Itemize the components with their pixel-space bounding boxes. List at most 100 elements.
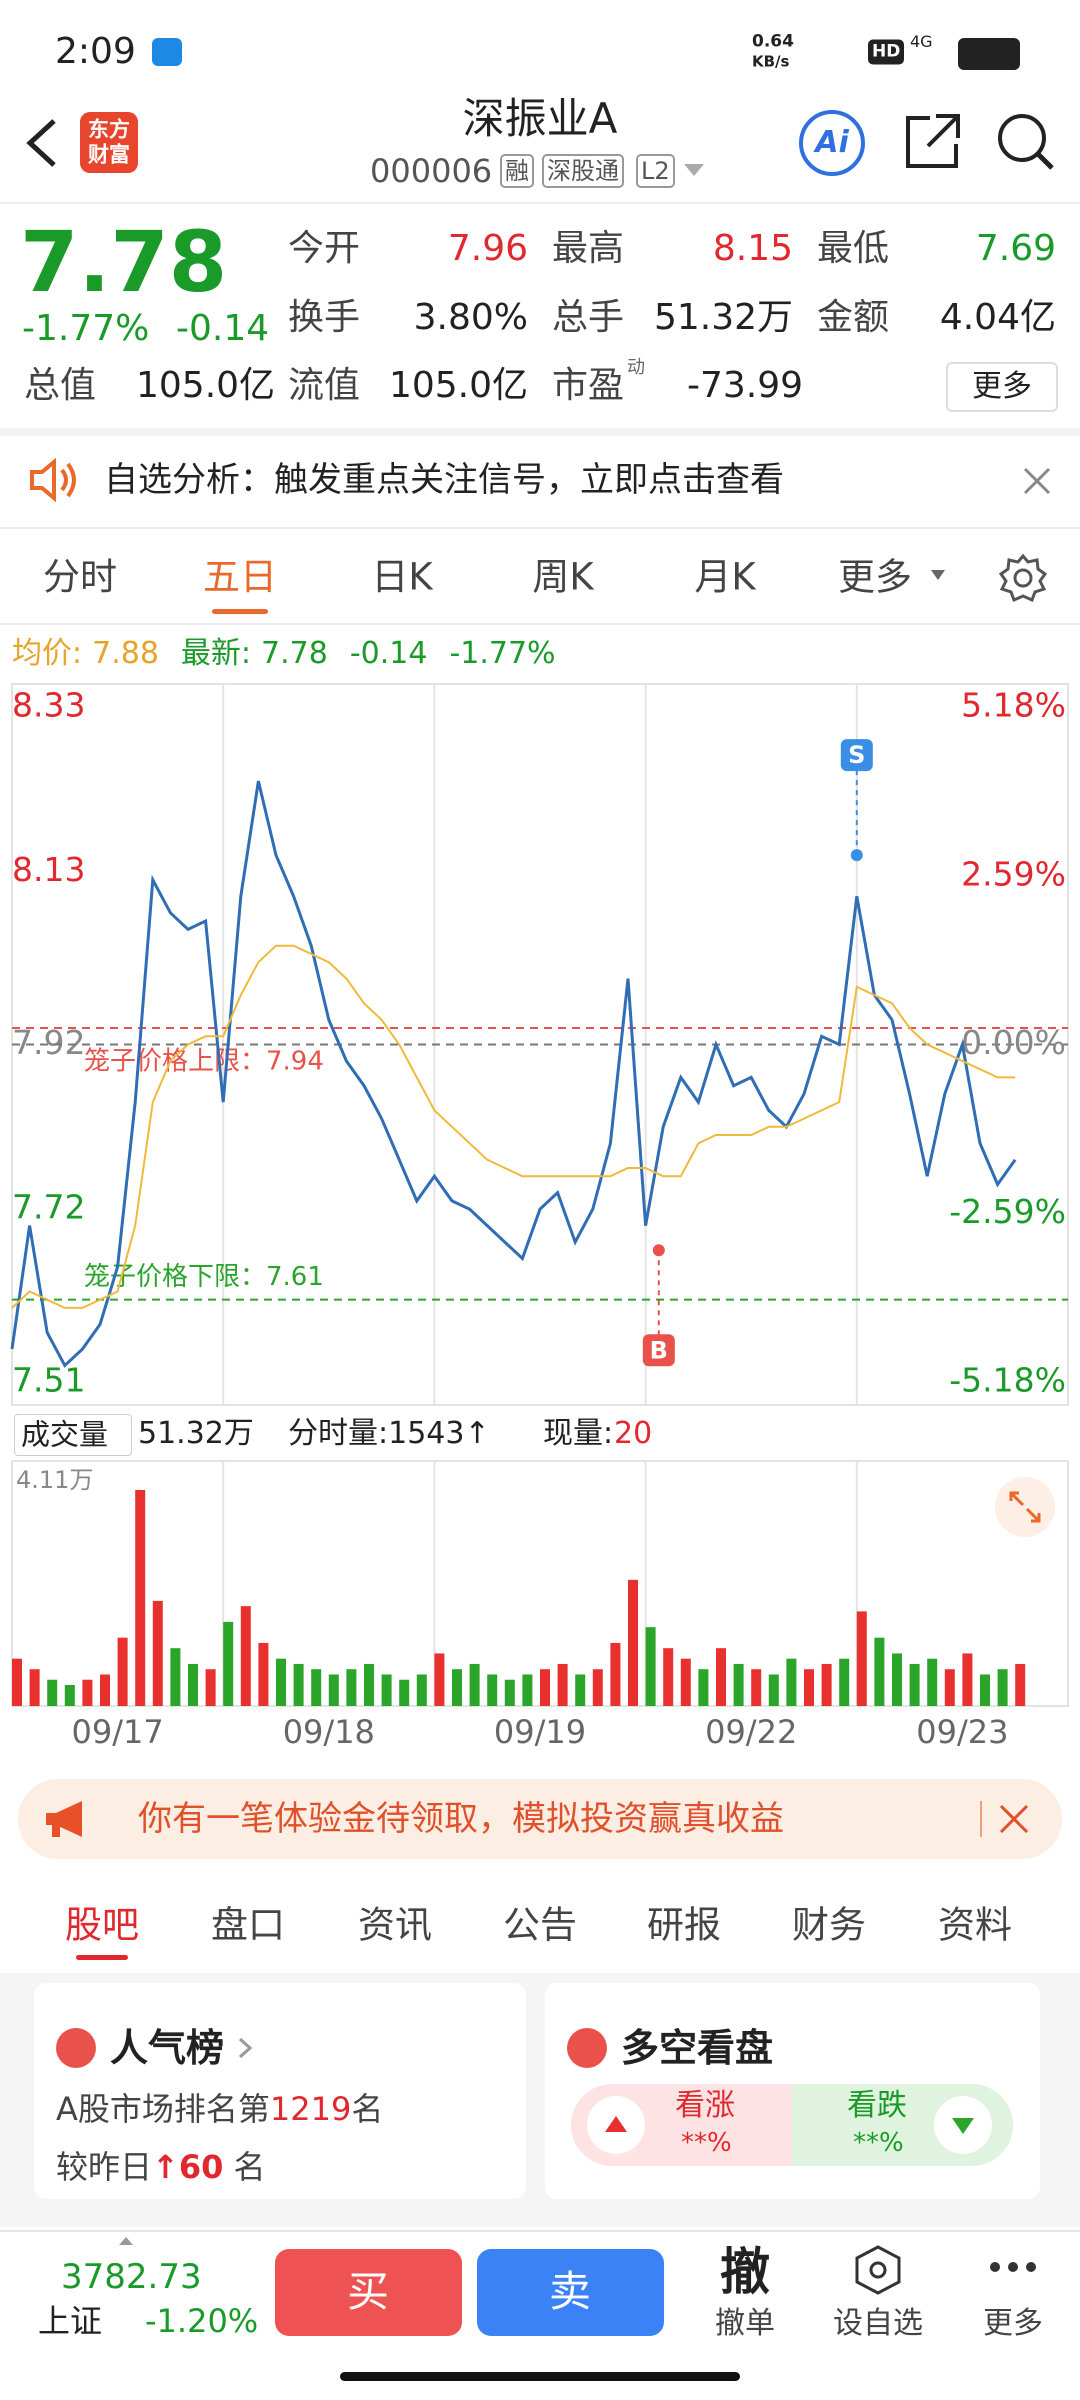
battery <box>958 38 1020 70</box>
ai-button[interactable]: Ai <box>799 110 865 176</box>
search-button[interactable] <box>994 110 1058 174</box>
average-line <box>11 944 1016 1309</box>
notice-text[interactable]: 自选分析：触发重点关注信号，立即点击查看 <box>104 460 784 500</box>
watch-text[interactable]: 设自选 <box>833 2306 923 2341</box>
cancel-icon[interactable]: 撤 <box>720 2243 770 2301</box>
volume-bar <box>610 1642 621 1706</box>
tab-underline <box>212 609 268 614</box>
chevron <box>238 2037 252 2059</box>
volume-bar <box>188 1663 198 1706</box>
back-button[interactable] <box>20 115 64 171</box>
price: 7.78 <box>20 213 228 311</box>
tab-active[interactable]: 五日 <box>203 555 277 599</box>
vs-card[interactable]: 多空看盘 看涨 **% 看跌 **% <box>545 1983 1040 2199</box>
rank-title: 人气榜 <box>110 2026 225 2070</box>
net-unit: KB/s <box>752 52 790 71</box>
divider <box>0 202 1080 204</box>
volume-bar <box>575 1674 586 1706</box>
y-tick-label: 8.33 <box>12 686 85 725</box>
section-tab[interactable]: 资讯 <box>358 1903 432 1947</box>
rank-card[interactable]: 人气榜 A股市场排名第1219名 较昨日↑60 名 <box>34 1983 526 2199</box>
up-button <box>587 2096 645 2154</box>
cancel-text[interactable]: 撤单 <box>715 2306 775 2341</box>
field-label: 总手 <box>552 297 625 338</box>
section-tab[interactable]: 资料 <box>938 1903 1012 1947</box>
section-tab[interactable]: 盘口 <box>211 1903 285 1947</box>
cage-label: 笼子价格下限：7.61 <box>84 1262 324 1292</box>
x-tick-label: 09/18 <box>283 1713 375 1751</box>
volume-bar <box>223 1621 234 1706</box>
speaker-icon <box>30 458 76 502</box>
y2-tick-label: 5.18% <box>961 686 1066 725</box>
section-tab-active[interactable]: 股吧 <box>65 1903 139 1947</box>
field-value: 7.96 <box>447 228 528 269</box>
share-button[interactable] <box>900 110 964 174</box>
info-line: 均价: 7.88 最新: 7.78 -0.14 -1.77% <box>12 639 556 669</box>
volume-bar <box>540 1669 550 1706</box>
volume-bar <box>522 1674 533 1706</box>
volume-bar <box>839 1658 850 1706</box>
field-label: 今开 <box>288 228 361 269</box>
more-icon[interactable] <box>988 2260 1038 2274</box>
vs-title: 多空看盘 <box>621 2026 774 2070</box>
avg-value: 7.88 <box>92 636 159 671</box>
down-button <box>934 2096 992 2154</box>
volume-bar <box>786 1658 797 1706</box>
tick-volume: 分时量:1543↑ <box>288 1416 490 1451</box>
trade-marker <box>652 1244 665 1257</box>
tab[interactable]: 更多 <box>838 555 912 599</box>
volume-bar <box>170 1648 181 1706</box>
volume-bar <box>100 1674 110 1706</box>
text: 名 <box>351 2090 384 2128</box>
section-tab[interactable]: 研报 <box>647 1903 721 1947</box>
volume-max-label: 4.11万 <box>16 1466 93 1494</box>
logo-text: 东方 <box>88 117 130 142</box>
volume-bar <box>856 1611 867 1706</box>
field-value: 8.15 <box>712 228 793 269</box>
change-pct: -1.77% <box>22 308 150 349</box>
sell-button[interactable]: 卖 <box>477 2249 664 2336</box>
volume-bar <box>997 1669 1008 1706</box>
buy-button[interactable]: 买 <box>275 2249 462 2336</box>
more-text[interactable]: 更多 <box>983 2306 1043 2341</box>
section-tab[interactable]: 公告 <box>503 1903 577 1947</box>
tab[interactable]: 周K <box>532 555 594 599</box>
volume-label: 成交量 <box>21 1417 109 1452</box>
field-label: 最低 <box>817 228 890 269</box>
volume-bar <box>557 1663 568 1706</box>
volume-bar <box>12 1658 22 1706</box>
promo-text: 你有一笔体验金待领取，模拟投资赢真收益 <box>138 1799 784 1839</box>
volume-bar <box>240 1606 251 1706</box>
tab[interactable]: 分时 <box>43 555 117 599</box>
tab[interactable]: 月K <box>694 555 756 599</box>
marker-badge <box>642 1334 675 1367</box>
volume-bar <box>64 1684 75 1706</box>
ai-text: Ai <box>815 125 849 160</box>
watch-icon[interactable] <box>853 2244 903 2296</box>
more-button[interactable]: 更多 <box>946 362 1058 412</box>
tab[interactable]: 日K <box>371 555 433 599</box>
y2-tick-label: 0.00% <box>961 1023 1066 1062</box>
change: -0.14 <box>176 308 270 349</box>
field-value: 3.80% <box>413 297 528 338</box>
settings-button[interactable] <box>998 553 1048 603</box>
expand-button[interactable] <box>995 1477 1055 1537</box>
close-button[interactable] <box>998 1803 1030 1835</box>
divider <box>0 527 1080 529</box>
volume-bar <box>117 1637 128 1706</box>
close-button[interactable] <box>1022 466 1052 496</box>
x-tick-label: 09/23 <box>916 1713 1008 1751</box>
marker-label: B <box>650 1336 668 1364</box>
megaphone-icon <box>46 1801 82 1837</box>
pe-sup: 动 <box>627 357 645 378</box>
field-label: 金额 <box>817 297 890 338</box>
dropdown[interactable] <box>682 162 706 178</box>
volume-bar <box>663 1648 674 1706</box>
section-tab[interactable]: 财务 <box>792 1903 866 1947</box>
caret <box>119 2237 133 2245</box>
volume-selector[interactable]: 成交量 <box>14 1414 132 1456</box>
tag: 深股通 <box>542 154 624 188</box>
volume-bar <box>205 1669 216 1706</box>
volume-bar <box>311 1669 322 1706</box>
promo-banner[interactable]: 你有一笔体验金待领取，模拟投资赢真收益 <box>18 1779 1062 1859</box>
